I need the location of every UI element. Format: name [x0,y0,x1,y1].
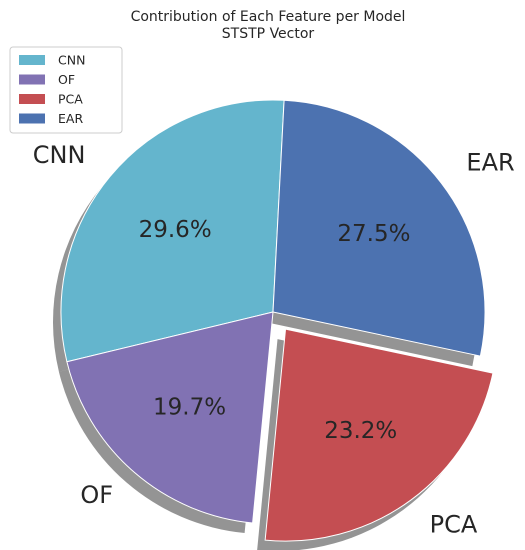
pie-slice-of [66,311,274,524]
slice-percent-of: 19.7% [153,395,226,421]
legend-label-of: OF [58,72,75,87]
chart-subtitle: STSTP Vector [222,26,315,42]
slice-label-pca: PCA [430,511,478,539]
slice-label-ear: EAR [466,149,514,177]
slice-percent-cnn: 29.6% [139,217,212,243]
slice-label-cnn: CNN [33,141,86,169]
pie-slices [60,99,494,542]
slice-percent-ear: 27.5% [337,221,410,247]
legend-swatch-of [19,74,45,85]
pie-slice-pca [264,328,494,542]
slice-labels: CNN 29.6% OF 19.7% PCA 23.2% EAR 27.5% [33,141,515,539]
legend-label-cnn: CNN [58,53,85,68]
slice-percent-pca: 23.2% [324,418,397,444]
legend-swatch-pca [19,94,45,104]
legend-swatch-cnn [19,55,45,65]
legend-label-pca: PCA [58,92,83,107]
legend-label-ear: EAR [58,111,83,126]
legend-swatch-ear [19,113,45,124]
pie-slice-cnn [60,99,285,363]
legend: CNN OF PCA EAR [9,46,123,134]
slice-label-of: OF [80,481,113,509]
chart-title: Contribution of Each Feature per Model [131,9,406,25]
pie-slice-ear [272,99,486,357]
legend-frame [9,46,123,134]
